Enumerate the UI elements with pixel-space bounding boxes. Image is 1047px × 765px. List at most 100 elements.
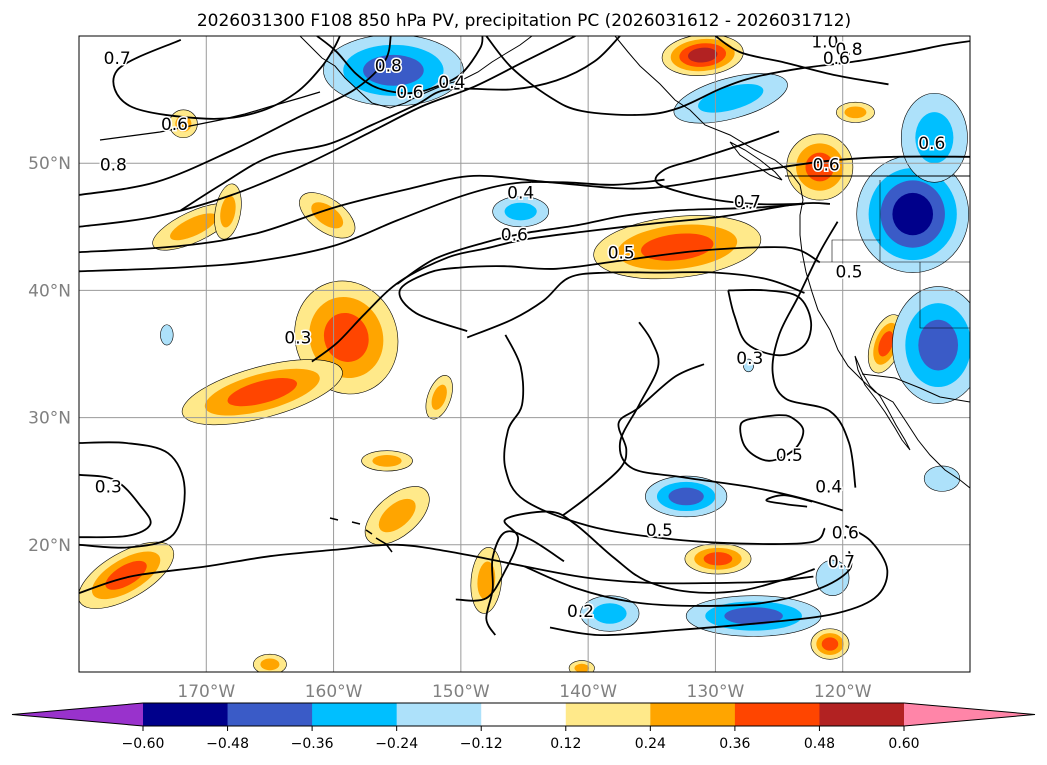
pv-contour-label: 0.5 <box>646 521 673 541</box>
lat-label: 40°N <box>28 281 71 301</box>
pv-contour <box>485 36 970 116</box>
colorbar-tick-label: −0.24 <box>375 736 418 752</box>
coastline-baja <box>854 355 911 451</box>
colorbar-segment <box>143 703 229 726</box>
pv-contour <box>112 36 341 120</box>
pv-contour <box>398 246 821 332</box>
colorbar-tick-label: 0.24 <box>635 736 666 752</box>
pv-contour-label: 0.5 <box>608 244 635 264</box>
border-us-mexico <box>861 373 970 403</box>
colorbar-segment <box>396 703 482 726</box>
lat-label: 50°N <box>28 154 71 174</box>
colorbar-segment <box>481 703 567 726</box>
pv-contour-label: 1.2 <box>860 18 887 38</box>
precip-blob <box>892 286 970 404</box>
pv-contour <box>739 414 805 462</box>
lon-label: 170°W <box>177 682 235 702</box>
precipitation-layer <box>79 36 970 672</box>
precip-blob <box>685 595 822 637</box>
colorbar-segment <box>312 703 398 726</box>
colorbar-tick-label: 0.12 <box>550 736 581 752</box>
precip-blob <box>425 375 453 420</box>
pv-contour <box>466 271 805 339</box>
precip-blob <box>856 155 970 273</box>
precip-band <box>844 106 867 119</box>
pv-contour <box>654 130 805 206</box>
pv-contour-label: 0.2 <box>567 602 594 622</box>
pv-contour <box>79 36 576 228</box>
pv-contour-label: 0.6 <box>823 49 850 69</box>
precip-band <box>821 637 839 651</box>
pv-contour-label: 0.3 <box>736 349 763 369</box>
pv-contour-label: 0.6 <box>832 523 859 543</box>
pv-contour <box>79 543 814 594</box>
precip-band <box>918 319 959 371</box>
precip-blob <box>299 192 356 239</box>
pv-contour <box>765 494 813 508</box>
state-borders <box>800 180 970 329</box>
gridlines <box>79 36 970 672</box>
precip-band <box>504 202 537 221</box>
precip-blob <box>492 195 549 228</box>
precip-blob <box>645 475 728 518</box>
colorbar-segment <box>227 703 313 726</box>
colorbar-tick-label: −0.48 <box>206 736 249 752</box>
precip-band <box>105 560 147 590</box>
precip-blob <box>923 465 961 492</box>
pv-contour <box>79 36 392 196</box>
colorbar-segment <box>734 703 820 726</box>
precip-band <box>227 378 298 407</box>
colorbar: −0.60 −0.48 −0.36 −0.24 −0.12 0.12 0.24 0.36 0.4… <box>11 702 1036 752</box>
pv-contour-label: 0.6 <box>918 134 945 154</box>
pv-contour <box>311 202 831 363</box>
pv-contour <box>485 530 565 636</box>
pv-contour <box>524 551 853 607</box>
precip-blob <box>364 486 430 545</box>
lat-label: 20°N <box>28 536 71 556</box>
pv-contour-label: 0.3 <box>95 478 122 498</box>
precip-blob <box>580 595 640 632</box>
pv-contour <box>316 36 484 95</box>
pv-contour <box>771 221 857 488</box>
longitude-labels: 170°W 160°W 150°W 140°W 130°W 120°W <box>177 682 871 702</box>
precip-blob <box>470 547 503 614</box>
pv-contour-label: 1.0 <box>811 32 838 52</box>
colorbar-tick-label: 0.48 <box>804 736 835 752</box>
precip-band <box>311 202 344 229</box>
pv-contour-label: 0.6 <box>396 83 423 103</box>
pv-contour <box>727 289 813 357</box>
precip-band <box>641 233 714 261</box>
pv-contour-label: 0.7 <box>734 193 761 213</box>
precip-band <box>698 84 764 113</box>
precip-blob <box>661 36 744 76</box>
precip-blob <box>253 653 287 672</box>
precip-band <box>892 192 934 236</box>
pv-contour <box>79 473 152 539</box>
precip-band <box>703 552 733 566</box>
precip-band <box>160 324 174 346</box>
pv-contour <box>549 524 889 637</box>
colorbar-segment <box>819 703 905 726</box>
colorbar-tick-label: 0.60 <box>888 736 919 752</box>
lon-label: 120°W <box>814 682 872 702</box>
pv-contour <box>180 36 621 212</box>
precip-band <box>363 54 424 86</box>
colorbar-extend-low <box>12 703 143 726</box>
hawaiian-islands <box>329 517 393 553</box>
pv-contour-label: 0.7 <box>828 553 855 573</box>
precip-band <box>431 384 447 410</box>
precip-blob <box>160 324 174 346</box>
latitude-labels: 20°N 30°N 40°N 50°N <box>28 154 71 556</box>
precip-blob <box>568 660 595 672</box>
pv-contour-label: 0.8 <box>100 156 127 176</box>
lon-label: 150°W <box>432 682 490 702</box>
colorbar-tick-label: 0.36 <box>719 736 750 752</box>
precip-band <box>170 213 218 241</box>
pv-contour-label: 0.5 <box>836 263 863 283</box>
pv-contour-label: 0.6 <box>161 115 188 135</box>
precip-band <box>878 331 894 357</box>
pv-contour <box>79 178 665 273</box>
colorbar-segment <box>565 703 651 726</box>
precip-blob <box>743 358 754 373</box>
